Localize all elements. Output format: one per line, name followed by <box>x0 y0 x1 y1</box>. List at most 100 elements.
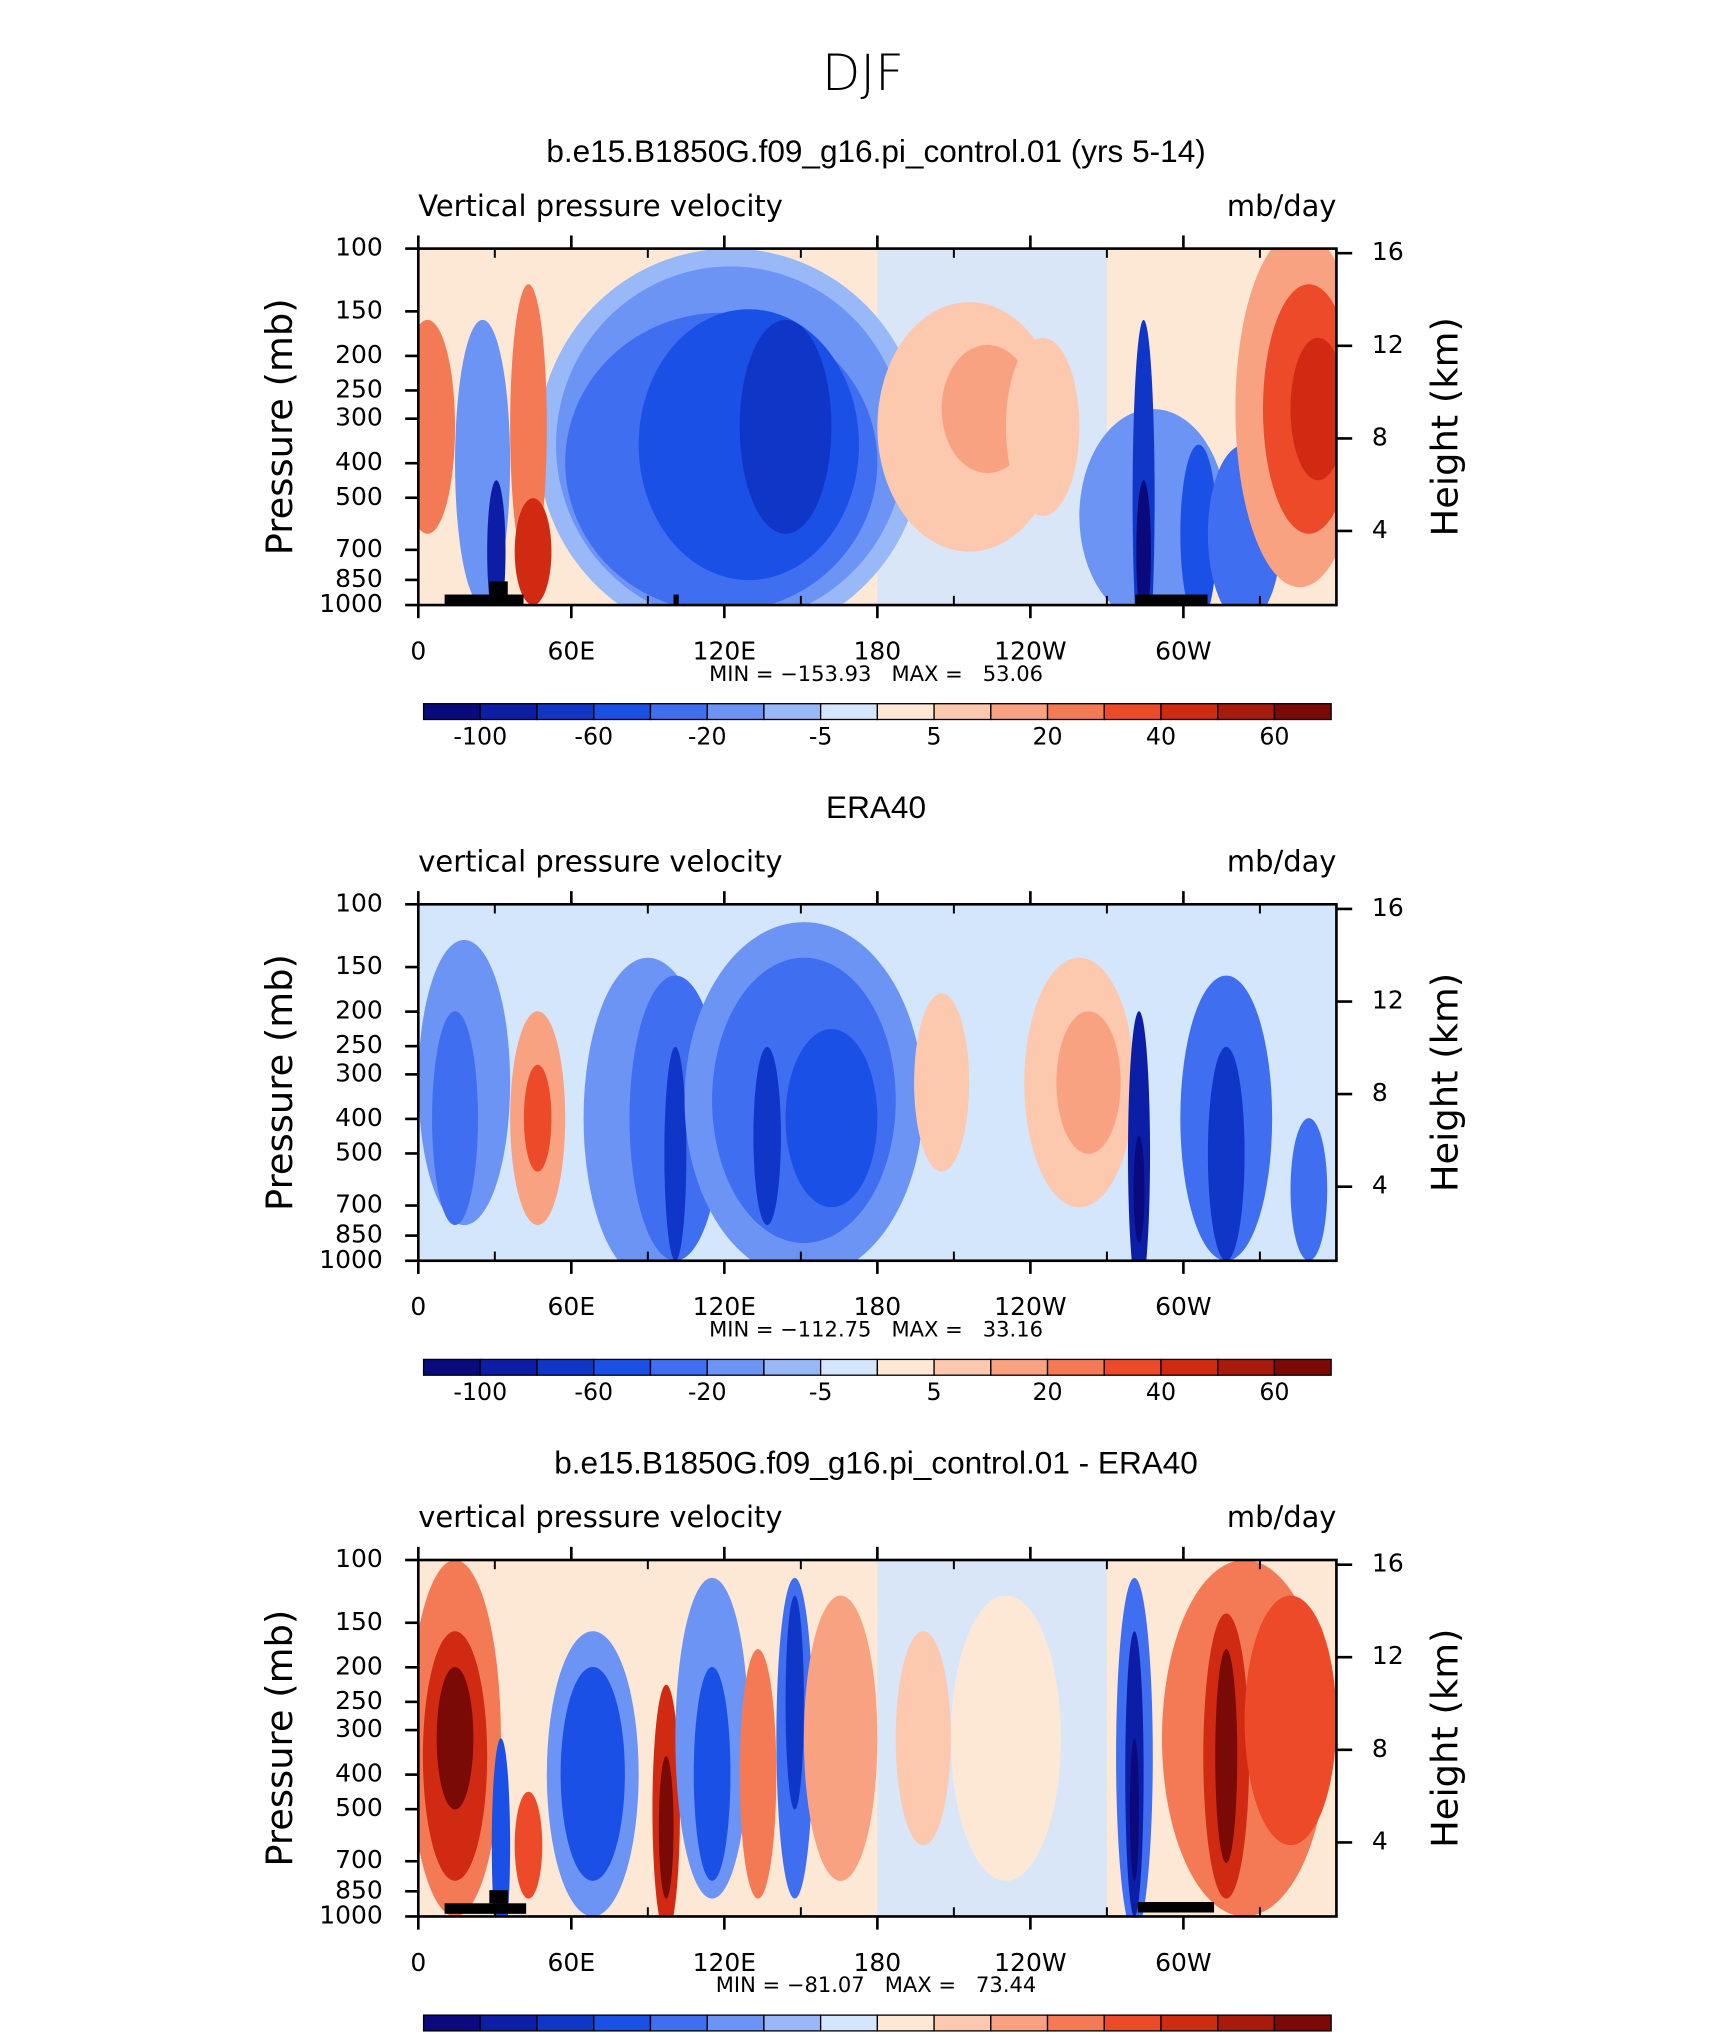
colorbar-box <box>819 1358 879 1376</box>
colorbar-box <box>1217 1358 1276 1376</box>
colorbar-box <box>422 703 481 721</box>
contour-fill <box>1180 444 1218 606</box>
contour-fill <box>753 1046 781 1226</box>
colorbar-label: 40 <box>1146 1378 1176 1406</box>
colorbar-box <box>536 1358 595 1376</box>
colorbar-box <box>1273 2014 1332 2032</box>
colorbar-label: -60 <box>574 1378 613 1406</box>
subtitle-right: mb/day <box>1227 1500 1336 1534</box>
y-tick-label: 1000 <box>319 1900 383 1929</box>
contour-fill <box>1207 1046 1245 1261</box>
y-tick-label: 850 <box>335 564 383 593</box>
topography <box>1135 594 1208 606</box>
colorbar-box <box>819 2014 879 2032</box>
x-tick-label: 120E <box>693 1292 756 1321</box>
y-axis-label: Pressure (mb) <box>258 1610 301 1867</box>
contour-fill <box>664 1046 687 1261</box>
colorbar-box <box>1160 1358 1219 1376</box>
colorbar-box <box>876 703 935 721</box>
contour-fill <box>1244 1595 1337 1846</box>
panel-title: b.e15.B1850G.f09_g16.pi_control.01 (yrs … <box>546 133 1205 169</box>
contour-fill <box>739 1649 777 1899</box>
colorbar-label: -50 <box>461 2034 500 2038</box>
y-tick-label: 250 <box>335 374 383 403</box>
y2-tick-label: 4 <box>1372 1171 1388 1200</box>
x-tick-label: 60E <box>548 636 596 665</box>
y-tick-label: 300 <box>335 1058 383 1087</box>
contour-fill <box>1056 1011 1121 1154</box>
stats-label: MIN = −153.93 MAX = 53.06 <box>709 661 1043 686</box>
y2-tick-label: 8 <box>1372 1734 1388 1763</box>
colorbar-label: 30 <box>1146 2034 1176 2038</box>
contour-fill <box>895 1631 951 1846</box>
y-tick-label: 100 <box>335 1544 383 1573</box>
x-tick-label: 120W <box>994 1292 1066 1321</box>
contour-fill <box>1005 337 1080 516</box>
colorbar-box <box>649 703 708 721</box>
y-tick-label: 250 <box>335 1030 383 1059</box>
y2-tick-label: 8 <box>1372 422 1388 451</box>
y-tick-label: 500 <box>335 482 383 511</box>
colorbar-box <box>1046 2014 1105 2032</box>
colorbar-box <box>763 2014 822 2032</box>
y2-tick-label: 4 <box>1372 515 1388 544</box>
x-tick-label: 180 <box>854 636 902 665</box>
contour-fill <box>1290 337 1337 481</box>
topography <box>489 1890 508 1904</box>
colorbar-box <box>1103 703 1162 721</box>
y-tick-label: 850 <box>335 1220 383 1249</box>
contour-fill <box>436 1666 474 1810</box>
y-tick-label: 300 <box>335 403 383 432</box>
colorbar-label: 40 <box>1146 722 1176 750</box>
contour-field <box>418 904 1337 1261</box>
stats-label: MIN = −81.07 MAX = 73.44 <box>716 1972 1036 1997</box>
colorbar-box <box>1046 703 1105 721</box>
y-tick-label: 700 <box>335 1845 383 1874</box>
contour-fill <box>1290 1118 1328 1261</box>
y-tick-label: 200 <box>335 340 383 369</box>
y2-tick-label: 4 <box>1372 1826 1388 1855</box>
contour-fill <box>693 1666 731 1881</box>
colorbar-box <box>536 2014 595 2032</box>
x-tick-label: 60W <box>1155 1948 1212 1977</box>
colorbar-label: 20 <box>1032 722 1062 750</box>
contour-fill <box>785 1029 878 1208</box>
y-tick-label: 100 <box>335 888 383 917</box>
y-tick-label: 150 <box>335 295 383 324</box>
contour-fill <box>523 1064 552 1172</box>
colorbar-box <box>422 2014 481 2032</box>
colorbar-label: -5 <box>809 2034 833 2038</box>
x-tick-label: 120E <box>693 1948 756 1977</box>
x-tick-label: 120W <box>994 1948 1066 1977</box>
y2-tick-label: 16 <box>1372 237 1404 266</box>
colorbar-box <box>990 1358 1049 1376</box>
contour-fill <box>514 498 552 606</box>
colorbar-box <box>479 2014 538 2032</box>
contour-fill <box>1133 1136 1145 1243</box>
contour-fill <box>658 1756 674 1899</box>
x-tick-label: 0 <box>410 636 426 665</box>
y-tick-label: 700 <box>335 1190 383 1219</box>
subtitle-right: mb/day <box>1227 189 1336 223</box>
contour-fill <box>491 1738 511 1917</box>
x-tick-label: 0 <box>410 1948 426 1977</box>
colorbar-label: 60 <box>1259 1378 1289 1406</box>
colorbar-box <box>1273 1358 1332 1376</box>
colorbar-label: 5 <box>927 1378 942 1406</box>
colorbar-label: 40 <box>1203 2034 1233 2038</box>
colorbar-box <box>649 2014 708 2032</box>
y-tick-label: 200 <box>335 996 383 1025</box>
page-title: DJF <box>822 44 904 102</box>
y-tick-label: 200 <box>335 1651 383 1680</box>
colorbar-box <box>479 1358 538 1376</box>
y2-axis-label: Height (km) <box>1423 973 1466 1192</box>
y-tick-label: 150 <box>335 951 383 980</box>
contour-fill <box>514 1791 543 1899</box>
subtitle-left: Vertical pressure velocity <box>418 189 783 223</box>
y-tick-label: 700 <box>335 534 383 563</box>
y2-tick-label: 12 <box>1372 1641 1404 1670</box>
colorbar-box <box>706 2014 765 2032</box>
colorbar-label: 0 <box>870 2034 885 2038</box>
y-tick-label: 150 <box>335 1607 383 1636</box>
